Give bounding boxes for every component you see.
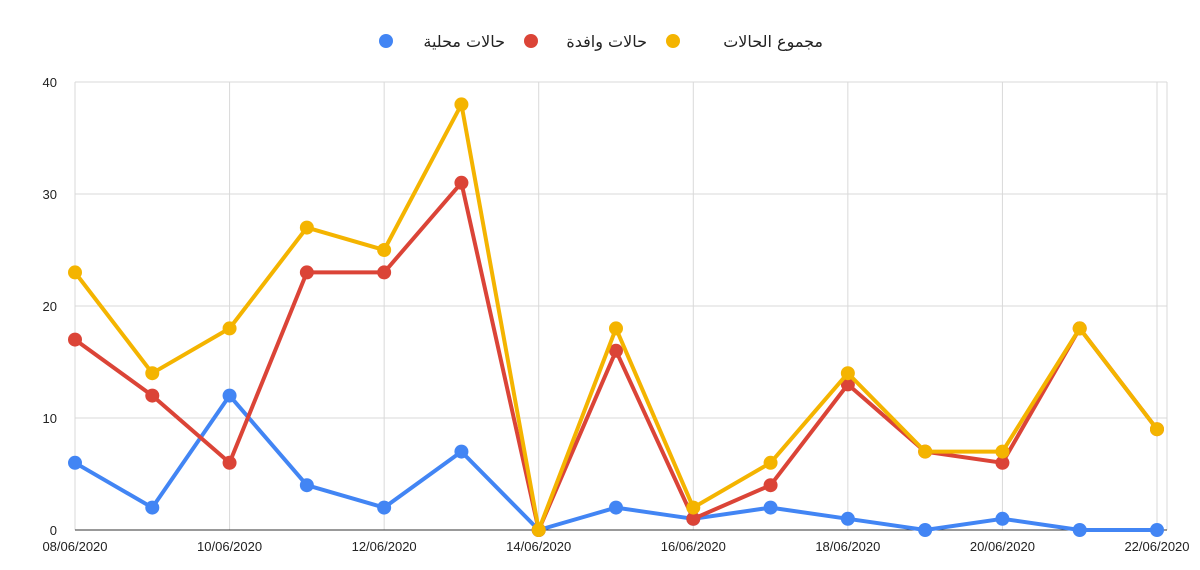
data-point bbox=[222, 388, 237, 403]
data-point bbox=[995, 455, 1010, 470]
legend-label: حالات محلية bbox=[423, 32, 505, 51]
data-point bbox=[609, 500, 623, 515]
data-point bbox=[686, 511, 701, 526]
data-point bbox=[840, 366, 855, 381]
data-point bbox=[299, 265, 314, 280]
data-point bbox=[995, 444, 1010, 459]
x-tick-label: 22/06/2020 bbox=[1124, 539, 1189, 554]
data-point bbox=[840, 511, 855, 526]
y-tick-label: 20 bbox=[43, 299, 57, 314]
data-point bbox=[222, 321, 237, 336]
y-tick-label: 10 bbox=[43, 411, 57, 426]
x-tick-label: 18/06/2020 bbox=[815, 539, 880, 554]
data-point bbox=[145, 366, 160, 381]
y-tick-label: 40 bbox=[43, 75, 57, 90]
series-line bbox=[73, 102, 1159, 532]
legend-marker bbox=[379, 34, 393, 48]
chart-grid bbox=[74, 81, 1168, 530]
x-tick-label: 16/06/2020 bbox=[661, 539, 726, 554]
data-point bbox=[145, 388, 160, 403]
data-point bbox=[377, 243, 392, 257]
y-tick-label: 0 bbox=[50, 523, 57, 538]
data-point bbox=[377, 265, 392, 280]
chart-legend: حالات محلية حالات وافدة مجموع الحالات bbox=[379, 32, 823, 52]
data-point bbox=[299, 478, 314, 493]
data-point bbox=[686, 500, 701, 515]
x-tick-label: 20/06/2020 bbox=[970, 539, 1035, 554]
data-point bbox=[454, 444, 469, 459]
chart-axes: 0 10 20 30 40 08/06/2020 10/06/2020 12/06/2020 1… bbox=[42, 75, 1189, 554]
chart-series-layer bbox=[68, 97, 1164, 537]
data-point bbox=[918, 444, 933, 459]
data-point bbox=[377, 500, 392, 515]
legend-marker bbox=[666, 34, 680, 48]
legend-label: حالات وافدة bbox=[566, 32, 647, 52]
series-2 bbox=[68, 175, 1164, 537]
data-point bbox=[299, 220, 314, 235]
legend-item: حالات محلية bbox=[379, 32, 505, 51]
x-tick-label: 12/06/2020 bbox=[352, 539, 417, 554]
data-point bbox=[609, 321, 623, 336]
series-3 bbox=[68, 97, 1164, 537]
data-point bbox=[763, 455, 778, 470]
data-point bbox=[531, 523, 546, 537]
data-point bbox=[1072, 321, 1087, 336]
data-point bbox=[840, 377, 855, 392]
data-point bbox=[454, 175, 469, 190]
data-point bbox=[763, 500, 778, 515]
x-tick-label: 10/06/2020 bbox=[197, 539, 262, 554]
legend-item: مجموع الحالات bbox=[666, 32, 823, 52]
legend-item: حالات وافدة bbox=[524, 32, 647, 52]
data-point bbox=[1150, 523, 1164, 537]
data-point bbox=[918, 523, 933, 537]
x-tick-label: 08/06/2020 bbox=[42, 539, 107, 554]
data-point bbox=[454, 97, 469, 112]
data-point bbox=[68, 455, 82, 470]
data-point bbox=[1072, 523, 1087, 537]
y-tick-label: 30 bbox=[43, 187, 57, 202]
legend-label: مجموع الحالات bbox=[723, 32, 823, 52]
data-point bbox=[763, 478, 778, 493]
data-point bbox=[68, 332, 82, 347]
data-point bbox=[995, 511, 1010, 526]
data-point bbox=[68, 265, 82, 280]
x-tick-label: 14/06/2020 bbox=[506, 539, 571, 554]
legend-marker bbox=[524, 34, 538, 48]
data-point bbox=[145, 500, 160, 515]
data-point bbox=[609, 343, 623, 358]
data-point bbox=[1150, 422, 1164, 437]
data-point bbox=[222, 455, 237, 470]
